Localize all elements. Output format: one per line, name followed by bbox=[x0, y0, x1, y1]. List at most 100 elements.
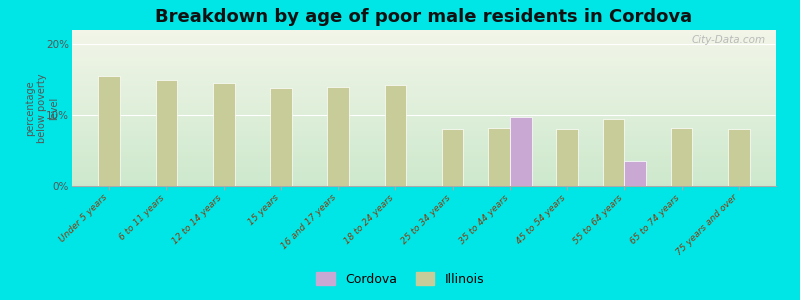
Bar bbox=[72, 106, 776, 108]
Bar bbox=[270, 88, 292, 186]
Bar bbox=[72, 125, 776, 127]
Bar bbox=[72, 181, 776, 183]
Bar bbox=[155, 80, 178, 186]
Bar bbox=[72, 99, 776, 100]
Bar bbox=[72, 30, 776, 31]
Bar bbox=[72, 117, 776, 119]
Bar bbox=[72, 72, 776, 74]
Bar bbox=[72, 46, 776, 47]
Bar bbox=[72, 77, 776, 78]
Bar bbox=[72, 147, 776, 148]
Bar bbox=[72, 41, 776, 43]
Bar bbox=[72, 82, 776, 83]
Bar bbox=[72, 55, 776, 56]
Bar bbox=[72, 153, 776, 155]
Bar bbox=[72, 163, 776, 164]
Bar bbox=[72, 61, 776, 63]
Bar bbox=[72, 128, 776, 130]
Bar bbox=[72, 175, 776, 177]
Bar bbox=[488, 128, 510, 186]
Bar bbox=[72, 80, 776, 82]
Text: City-Data.com: City-Data.com bbox=[691, 35, 766, 45]
Bar bbox=[72, 156, 776, 158]
Bar bbox=[72, 114, 776, 116]
Bar bbox=[72, 92, 776, 94]
Bar bbox=[72, 183, 776, 184]
Bar bbox=[72, 130, 776, 131]
Bar bbox=[72, 70, 776, 72]
Bar bbox=[72, 139, 776, 141]
Bar bbox=[72, 100, 776, 102]
Bar bbox=[72, 119, 776, 121]
Bar bbox=[72, 150, 776, 152]
Bar bbox=[72, 148, 776, 150]
Bar bbox=[72, 164, 776, 166]
Bar bbox=[72, 33, 776, 35]
Bar bbox=[72, 49, 776, 50]
Y-axis label: percentage
below poverty
level: percentage below poverty level bbox=[26, 73, 58, 143]
Legend: Cordova, Illinois: Cordova, Illinois bbox=[311, 267, 489, 291]
Bar bbox=[72, 39, 776, 41]
Bar bbox=[72, 56, 776, 58]
Bar bbox=[72, 184, 776, 186]
Bar bbox=[72, 158, 776, 160]
Bar bbox=[72, 89, 776, 91]
Bar bbox=[72, 64, 776, 66]
Bar bbox=[72, 36, 776, 38]
Bar bbox=[98, 76, 120, 186]
Bar bbox=[72, 66, 776, 68]
Bar bbox=[72, 88, 776, 89]
Bar bbox=[72, 97, 776, 99]
Bar bbox=[72, 85, 776, 86]
Bar bbox=[72, 155, 776, 156]
Bar bbox=[72, 52, 776, 53]
Bar bbox=[72, 177, 776, 178]
Bar bbox=[72, 50, 776, 52]
Bar bbox=[72, 142, 776, 144]
Bar bbox=[72, 53, 776, 55]
Bar bbox=[72, 127, 776, 128]
Bar bbox=[72, 111, 776, 113]
Bar bbox=[72, 60, 776, 61]
Bar bbox=[385, 85, 406, 186]
Bar bbox=[72, 102, 776, 103]
Bar bbox=[72, 166, 776, 167]
Bar bbox=[72, 91, 776, 92]
Bar bbox=[72, 170, 776, 172]
Bar bbox=[72, 169, 776, 170]
Bar bbox=[670, 128, 693, 186]
Bar bbox=[72, 94, 776, 95]
Bar bbox=[72, 144, 776, 146]
Bar bbox=[602, 118, 624, 186]
Bar bbox=[72, 138, 776, 139]
Bar bbox=[72, 113, 776, 114]
Title: Breakdown by age of poor male residents in Cordova: Breakdown by age of poor male residents … bbox=[155, 8, 693, 26]
Bar bbox=[442, 129, 463, 186]
Bar bbox=[72, 134, 776, 136]
Bar bbox=[72, 161, 776, 163]
Bar bbox=[72, 38, 776, 39]
Bar bbox=[72, 58, 776, 60]
Bar bbox=[72, 116, 776, 117]
Bar bbox=[72, 43, 776, 44]
Bar bbox=[72, 75, 776, 77]
Bar bbox=[728, 129, 750, 186]
Bar bbox=[72, 124, 776, 125]
Bar bbox=[72, 83, 776, 85]
Bar bbox=[72, 167, 776, 169]
Bar bbox=[72, 152, 776, 153]
Bar bbox=[624, 161, 646, 186]
Bar bbox=[72, 122, 776, 124]
Bar bbox=[72, 121, 776, 122]
Bar bbox=[213, 83, 234, 186]
Bar bbox=[72, 141, 776, 142]
Bar bbox=[72, 146, 776, 147]
Bar bbox=[72, 131, 776, 133]
Bar bbox=[72, 86, 776, 88]
Bar bbox=[72, 180, 776, 181]
Bar bbox=[72, 110, 776, 111]
Bar bbox=[72, 44, 776, 46]
Bar bbox=[72, 133, 776, 134]
Bar bbox=[510, 116, 532, 186]
Bar bbox=[72, 69, 776, 70]
